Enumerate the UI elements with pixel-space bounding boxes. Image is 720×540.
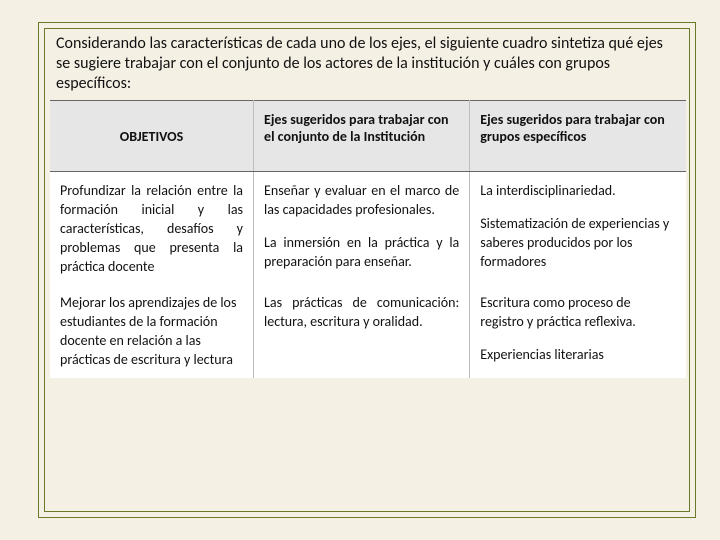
intro-text: Considerando las características de cada… [50,32,686,100]
col-header-grupos: Ejes sugeridos para trabajar con grupos … [470,101,686,172]
col-header-objetivos: OBJETIVOS [50,101,254,172]
table-row: Mejorar los aprendizajes de los estudian… [50,284,686,378]
cell-text: Sistematización de experiencias y sabere… [480,215,676,272]
cell-text: Experiencias literarias [480,346,676,365]
cell-text: La interdisciplinariedad. [480,182,676,201]
cell-institucion-1: Enseñar y evaluar en el marco de las cap… [254,172,470,285]
cell-text: La inmersión en la práctica y la prepara… [264,234,459,272]
axes-table: OBJETIVOS Ejes sugeridos para trabajar c… [50,100,686,378]
cell-text: Las prácticas de comunicación: lectura, … [264,294,459,332]
cell-objetivo-2: Mejorar los aprendizajes de los estudian… [50,284,254,378]
cell-grupos-1: La interdisciplinariedad. Sistematizació… [470,172,686,285]
cell-objetivo-1: Profundizar la relación entre la formaci… [50,172,254,285]
slide-canvas: Considerando las características de cada… [0,0,720,540]
table-row: Profundizar la relación entre la formaci… [50,172,686,285]
cell-text: Enseñar y evaluar en el marco de las cap… [264,182,459,220]
cell-grupos-2: Escritura como proceso de registro y prá… [470,284,686,378]
cell-text: Mejorar los aprendizajes de los estudian… [60,294,243,370]
cell-text: Escritura como proceso de registro y prá… [480,294,676,332]
col-header-institucion: Ejes sugeridos para trabajar con el conj… [254,101,470,172]
cell-text: Profundizar la relación entre la formaci… [60,182,243,276]
cell-institucion-2: Las prácticas de comunicación: lectura, … [254,284,470,378]
table-header-row: OBJETIVOS Ejes sugeridos para trabajar c… [50,101,686,172]
content-area: Considerando las características de cada… [50,32,686,508]
